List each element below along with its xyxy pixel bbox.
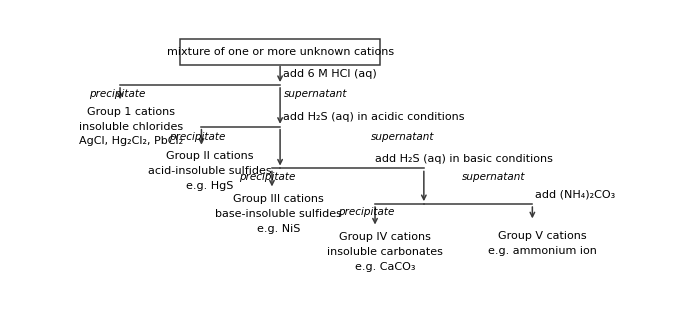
Text: e.g. NiS: e.g. NiS [257,224,300,234]
Text: add (NH₄)₂CO₃: add (NH₄)₂CO₃ [535,189,615,199]
Text: supernatant: supernatant [462,172,525,182]
Text: e.g. CaCO₃: e.g. CaCO₃ [354,262,415,272]
Text: e.g. ammonium ion: e.g. ammonium ion [488,246,596,256]
FancyBboxPatch shape [180,39,381,65]
Text: AgCl, Hg₂Cl₂, PbCl₂: AgCl, Hg₂Cl₂, PbCl₂ [79,137,183,146]
Text: mixture of one or more unknown cations: mixture of one or more unknown cations [167,47,393,57]
Text: add H₂S (aq) in acidic conditions: add H₂S (aq) in acidic conditions [283,112,464,122]
Text: Group V cations: Group V cations [498,231,587,241]
Text: supernatant: supernatant [371,131,435,142]
Text: supernatant: supernatant [284,89,347,99]
Text: Group IV cations: Group IV cations [339,232,430,242]
Text: add 6 M HCl (aq): add 6 M HCl (aq) [283,69,377,79]
Text: add H₂S (aq) in basic conditions: add H₂S (aq) in basic conditions [375,154,553,164]
Text: Group III cations: Group III cations [233,194,324,204]
Text: acid-insoluble sulfides: acid-insoluble sulfides [148,166,272,176]
Text: Group 1 cations: Group 1 cations [87,107,175,117]
Text: e.g. HgS: e.g. HgS [186,181,233,191]
Text: precipitate: precipitate [89,89,145,99]
Text: base-insoluble sulfides: base-insoluble sulfides [215,209,342,219]
Text: precipitate: precipitate [338,207,395,217]
Text: precipitate: precipitate [239,172,296,182]
Text: Group II cations: Group II cations [166,151,253,161]
Text: precipitate: precipitate [169,131,225,142]
Text: insoluble carbonates: insoluble carbonates [327,247,442,257]
Text: insoluble chlorides: insoluble chlorides [79,122,183,132]
